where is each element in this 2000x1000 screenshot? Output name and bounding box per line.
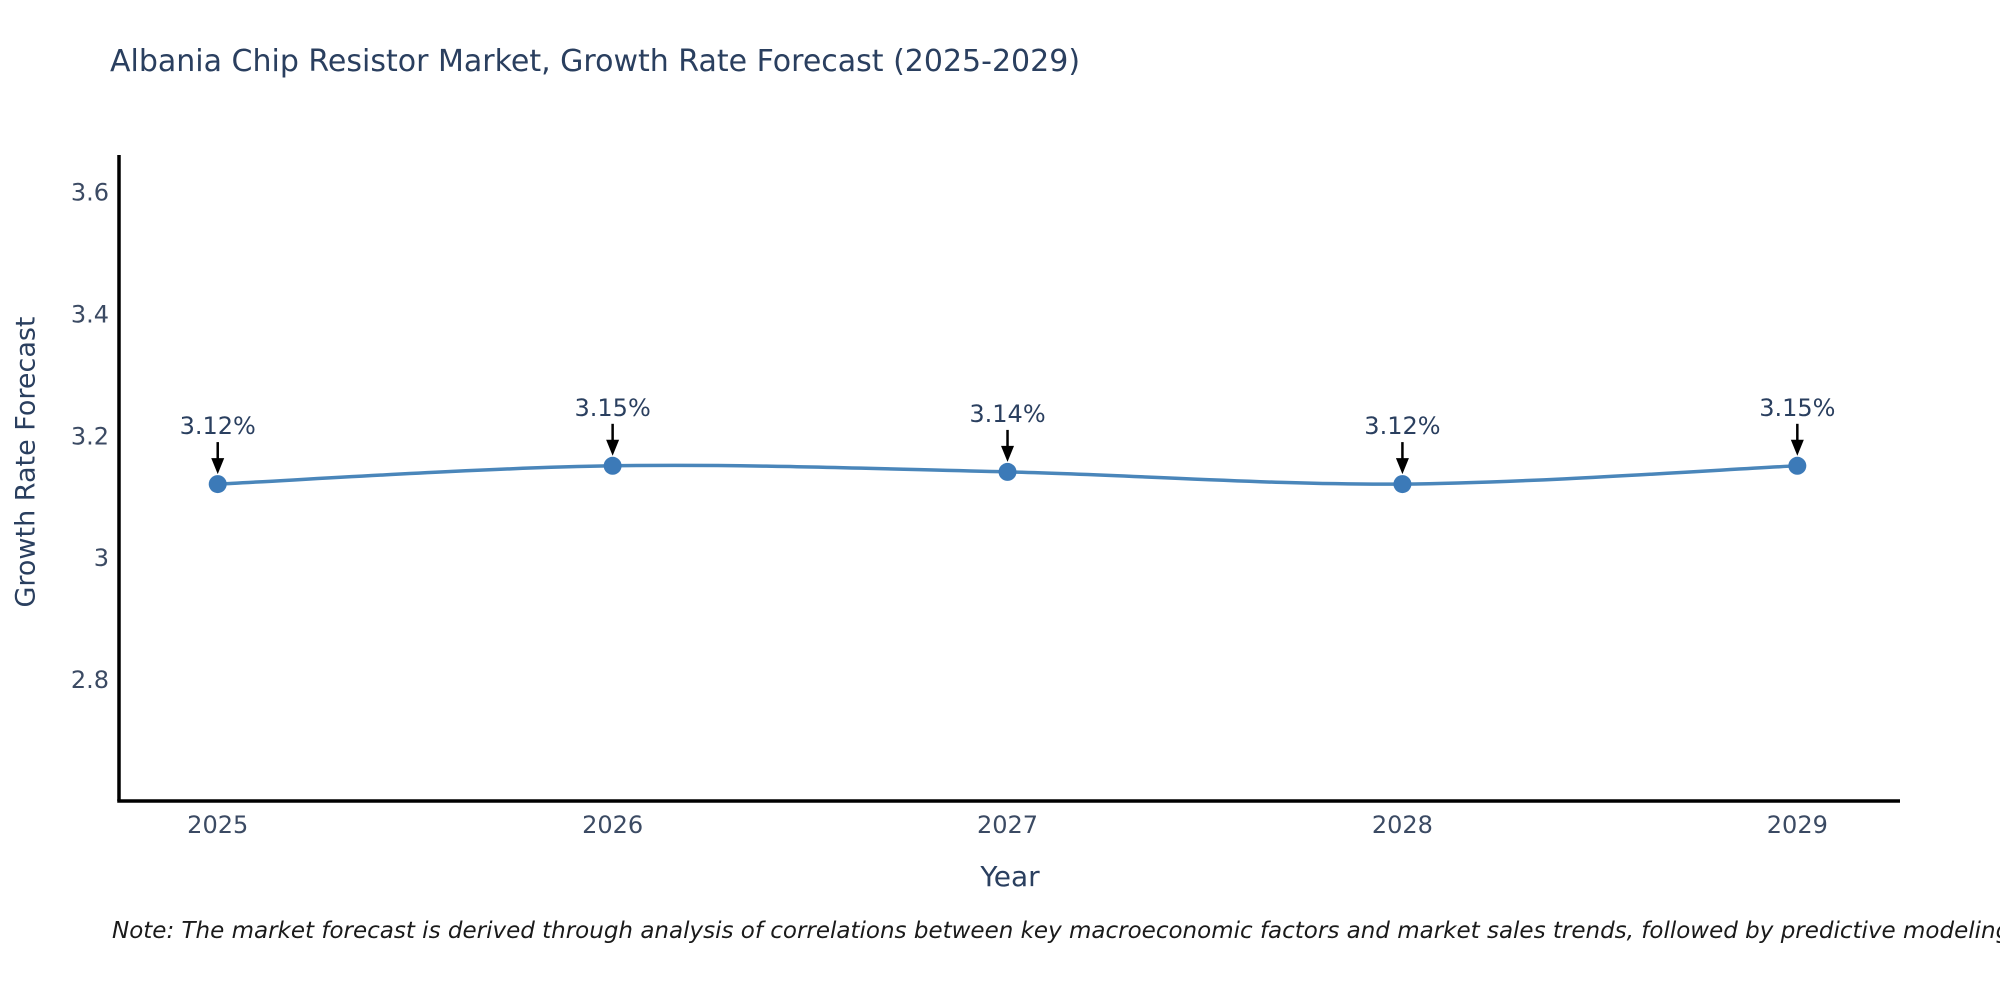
y-tick-label: 3.2	[71, 422, 109, 450]
data-point-label: 3.14%	[969, 400, 1045, 428]
footnote: Note: The market forecast is derived thr…	[112, 918, 2000, 944]
data-point-marker[interactable]	[1393, 475, 1412, 494]
data-point-label: 3.12%	[1364, 412, 1440, 440]
y-tick-label: 3.6	[71, 179, 109, 207]
annotation-arrow-head	[1001, 445, 1015, 462]
y-tick-label: 3	[94, 544, 109, 572]
annotation-arrow-head	[1395, 458, 1409, 475]
data-point-label: 3.15%	[575, 394, 651, 422]
x-tick-label: 2028	[1372, 811, 1433, 839]
data-point-marker[interactable]	[1788, 456, 1807, 475]
data-point-marker[interactable]	[208, 475, 227, 494]
y-tick-label: 3.4	[71, 300, 109, 328]
data-point-label: 3.12%	[180, 412, 256, 440]
y-axis-title: Growth Rate Forecast	[10, 316, 42, 608]
data-point-label: 3.15%	[1759, 394, 1835, 422]
x-tick-label: 2027	[977, 811, 1038, 839]
x-tick-label: 2025	[187, 811, 248, 839]
annotation-arrow-head	[211, 458, 225, 475]
x-axis-title: Year	[980, 860, 1040, 893]
y-tick-label: 2.8	[71, 666, 109, 694]
chart-title: Albania Chip Resistor Market, Growth Rat…	[110, 44, 1081, 79]
x-tick-label: 2026	[582, 811, 643, 839]
annotation-arrow-head	[606, 439, 620, 456]
x-tick-label: 2029	[1767, 811, 1828, 839]
data-point-marker[interactable]	[603, 456, 622, 475]
annotation-arrow-head	[1790, 439, 1804, 456]
data-point-marker[interactable]	[998, 462, 1017, 481]
